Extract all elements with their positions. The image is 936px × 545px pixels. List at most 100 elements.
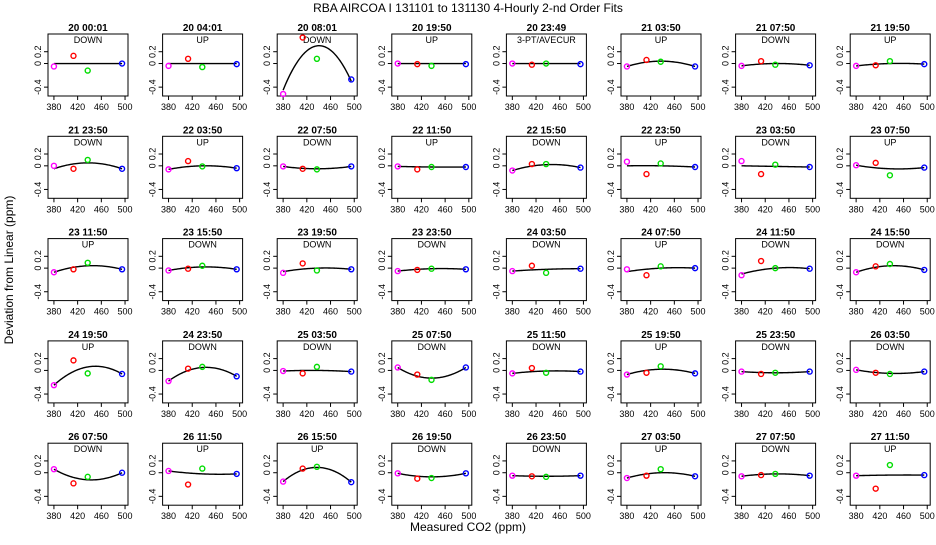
standard-point	[50, 381, 58, 389]
y-tick-label: 0	[606, 470, 616, 475]
panel-title: 27 07:50	[756, 432, 796, 443]
x-tick-label: 380	[734, 409, 749, 419]
panel-frame	[47, 238, 129, 302]
x-tick-label: 380	[390, 102, 405, 112]
panel-frame	[276, 442, 358, 506]
panel-title: 20 04:01	[183, 23, 223, 34]
y-tick-label: -0.4	[721, 79, 731, 95]
panel-title: 23 15:50	[183, 228, 223, 239]
fit-curve	[53, 162, 123, 170]
panel-frame	[391, 238, 473, 302]
standard-point	[394, 364, 401, 371]
standard-point	[921, 266, 928, 274]
panel-title: 24 11:50	[756, 228, 795, 239]
standard-point	[623, 266, 631, 273]
panel-frame	[735, 135, 817, 199]
y-tick-label: -0.4	[377, 79, 387, 95]
x-tick-label: 380	[849, 307, 864, 317]
y-tick-label: -0.4	[33, 284, 43, 300]
panel-title: 20 00:01	[68, 23, 108, 34]
standard-point	[623, 63, 631, 70]
standard-point	[738, 62, 745, 70]
panel-frame	[849, 33, 931, 97]
standard-point	[118, 60, 126, 67]
standard-point	[313, 267, 321, 274]
panel-mode-label: UP	[884, 35, 897, 45]
x-tick-label: 420	[70, 102, 85, 112]
y-tick-label: 0	[491, 470, 501, 475]
panel-frame	[735, 33, 817, 97]
y-tick-label: -0.4	[606, 182, 616, 198]
standard-point	[199, 63, 206, 71]
standard-point	[165, 377, 172, 385]
y-tick-label: 0	[835, 368, 845, 373]
panel: 20 23:493-PT/AVECUR 380 420 460 500 -0.4 0 0.2	[491, 23, 591, 112]
fit-curve	[397, 366, 467, 379]
y-tick-label: -0.4	[835, 182, 845, 198]
standard-point	[299, 465, 306, 472]
fit-curve	[397, 267, 466, 272]
panel-frame	[620, 135, 702, 199]
x-tick-label: 420	[529, 307, 544, 317]
y-tick-label: 0	[491, 61, 501, 66]
panel-title: 23 07:50	[870, 125, 910, 136]
x-tick-label: 380	[161, 102, 176, 112]
x-tick-label: 460	[781, 102, 796, 112]
standard-point	[623, 371, 631, 378]
panel-title: 22 15:50	[527, 125, 567, 136]
panel-mode-label: UP	[884, 137, 897, 147]
x-tick-label: 460	[667, 102, 682, 112]
standard-point	[852, 366, 860, 374]
panel-frame	[620, 340, 702, 404]
y-tick-label: 0	[606, 61, 616, 66]
panel-mode-label: DOWN	[418, 240, 447, 250]
panel-title: 24 19:50	[68, 330, 108, 341]
y-tick-label: 0.2	[148, 148, 158, 161]
y-tick-label: 0.2	[377, 250, 387, 263]
standard-point	[852, 62, 860, 70]
y-tick-label: -0.4	[148, 79, 158, 95]
x-tick-label: 500	[920, 409, 935, 419]
x-tick-label: 380	[849, 511, 864, 521]
x-tick-label: 500	[347, 204, 362, 214]
x-tick-label: 420	[70, 511, 85, 521]
panel-title: 22 03:50	[183, 125, 223, 136]
standard-point	[84, 67, 91, 74]
panel-mode-label: UP	[426, 137, 439, 147]
y-tick-label: -0.4	[262, 182, 272, 198]
x-tick-label: 380	[619, 511, 634, 521]
y-tick-label: -0.4	[377, 386, 387, 402]
standard-point	[643, 472, 650, 479]
standard-point	[528, 473, 536, 480]
panel-frame	[505, 238, 587, 302]
panel-mode-label: DOWN	[188, 342, 217, 352]
panel-frame	[849, 442, 931, 506]
panel-title: 25 03:50	[297, 330, 337, 341]
standard-point	[757, 370, 765, 378]
y-tick-label: 0.2	[33, 250, 43, 263]
y-tick-label: 0.2	[606, 45, 616, 58]
standard-point	[542, 369, 550, 376]
y-tick-label: -0.4	[835, 79, 845, 95]
x-tick-label: 380	[619, 409, 634, 419]
panel-mode-label: DOWN	[303, 342, 332, 352]
panel-mode-label: DOWN	[876, 240, 905, 250]
y-tick-label: 0.2	[606, 250, 616, 263]
standard-point	[414, 475, 421, 482]
x-tick-label: 460	[896, 102, 911, 112]
x-tick-label: 460	[438, 102, 453, 112]
standard-point	[279, 163, 287, 170]
panel-frame	[735, 238, 817, 302]
y-tick-label: 0.2	[33, 148, 43, 161]
panel-mode-label: UP	[655, 342, 668, 352]
y-tick-label: 0	[262, 470, 272, 475]
panel-title: 26 15:50	[297, 432, 337, 443]
x-tick-label: 420	[70, 307, 85, 317]
panel-title: 24 23:50	[183, 330, 223, 341]
